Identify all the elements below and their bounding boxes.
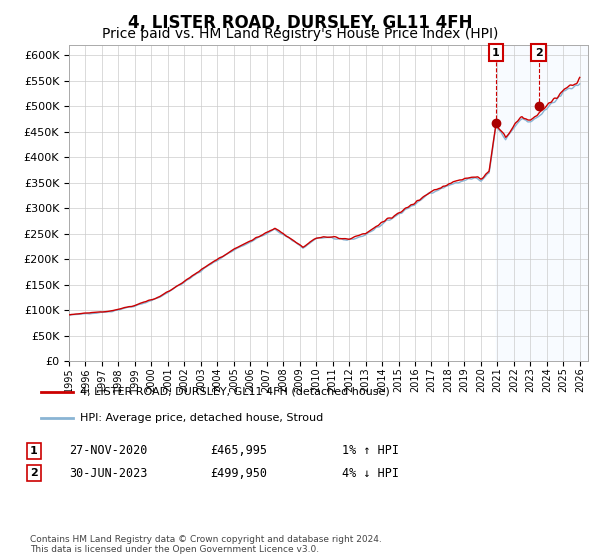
Text: 4, LISTER ROAD, DURSLEY, GL11 4FH: 4, LISTER ROAD, DURSLEY, GL11 4FH bbox=[128, 14, 472, 32]
Text: 2: 2 bbox=[30, 468, 38, 478]
Text: 1: 1 bbox=[492, 48, 500, 58]
Text: £465,995: £465,995 bbox=[210, 444, 267, 458]
Text: £499,950: £499,950 bbox=[210, 466, 267, 480]
Text: Contains HM Land Registry data © Crown copyright and database right 2024.
This d: Contains HM Land Registry data © Crown c… bbox=[30, 535, 382, 554]
Bar bbox=[496, 45, 588, 361]
Text: 1% ↑ HPI: 1% ↑ HPI bbox=[342, 444, 399, 458]
Text: 1: 1 bbox=[30, 446, 38, 456]
Text: 4, LISTER ROAD, DURSLEY, GL11 4FH (detached house): 4, LISTER ROAD, DURSLEY, GL11 4FH (detac… bbox=[80, 386, 390, 396]
Text: 4% ↓ HPI: 4% ↓ HPI bbox=[342, 466, 399, 480]
Text: HPI: Average price, detached house, Stroud: HPI: Average price, detached house, Stro… bbox=[80, 413, 323, 423]
Text: 2: 2 bbox=[535, 48, 542, 58]
Text: 30-JUN-2023: 30-JUN-2023 bbox=[69, 466, 148, 480]
Text: 27-NOV-2020: 27-NOV-2020 bbox=[69, 444, 148, 458]
Text: Price paid vs. HM Land Registry's House Price Index (HPI): Price paid vs. HM Land Registry's House … bbox=[102, 27, 498, 41]
